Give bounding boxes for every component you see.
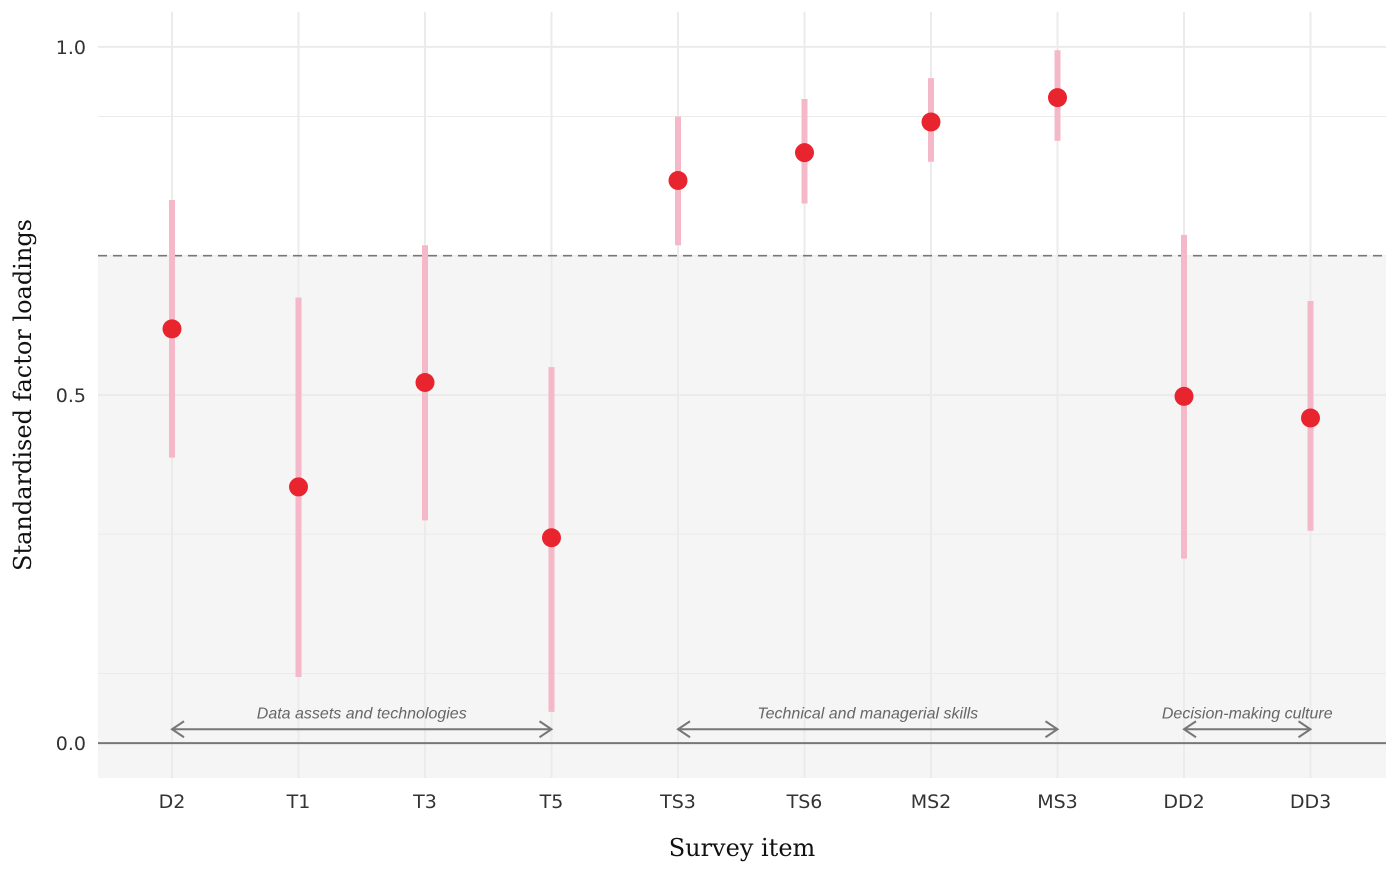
point-dd3 [1301, 408, 1320, 428]
y-tick-label: 1.0 [56, 37, 86, 59]
x-axis-title: Survey item [669, 834, 816, 862]
x-tick-label: TS6 [786, 791, 823, 813]
below-threshold-shade [98, 255, 1386, 778]
y-tick-label: 0.0 [56, 733, 86, 755]
y-axis-ticks: 0.0 0.5 1.0 [56, 37, 86, 755]
group-label: Technical and managerial skills [757, 705, 978, 722]
group-arrow-head-right [538, 720, 554, 739]
x-tick-label: TS3 [659, 791, 696, 813]
plot-background [98, 255, 1386, 778]
x-tick-label: T5 [539, 791, 564, 813]
data-points [162, 88, 1320, 548]
x-axis-ticks: D2 T1 T3 T5 TS3 TS6 MS2 MS3 DD2 DD3 [159, 791, 1332, 813]
x-tick-label: MS3 [1037, 791, 1078, 813]
group-annotations: Data assets and technologies Technical an… [170, 705, 1333, 739]
point-t1 [289, 477, 308, 497]
x-tick-label: D2 [159, 791, 186, 813]
group-arrow-head-left [1182, 720, 1197, 739]
group-annotation: Decision-making culture [1162, 705, 1333, 739]
point-ms3 [1048, 88, 1067, 108]
point-ts6 [795, 143, 814, 163]
x-tick-label: MS2 [911, 791, 952, 813]
point-ts3 [668, 171, 688, 191]
point-d2 [162, 319, 182, 339]
x-tick-label: DD2 [1163, 791, 1204, 813]
group-annotation: Technical and managerial skills [676, 705, 1060, 739]
group-arrow-head-left [676, 720, 691, 739]
x-tick-label: T3 [412, 791, 437, 813]
group-annotation: Data assets and technologies [170, 705, 554, 739]
point-dd2 [1174, 386, 1194, 406]
point-ms2 [921, 112, 941, 132]
point-t5 [542, 528, 561, 548]
y-tick-label: 0.5 [56, 385, 86, 407]
point-t3 [415, 372, 435, 392]
group-arrow-head-right [1044, 720, 1060, 739]
group-label: Data assets and technologies [257, 705, 467, 722]
group-label: Decision-making culture [1162, 705, 1333, 722]
x-tick-label: DD3 [1290, 791, 1331, 813]
y-axis-title: Standardised factor loadings [9, 219, 37, 571]
group-arrow-head-right [1297, 720, 1313, 739]
group-arrow-head-left [170, 720, 185, 739]
x-tick-label: T1 [286, 791, 311, 813]
